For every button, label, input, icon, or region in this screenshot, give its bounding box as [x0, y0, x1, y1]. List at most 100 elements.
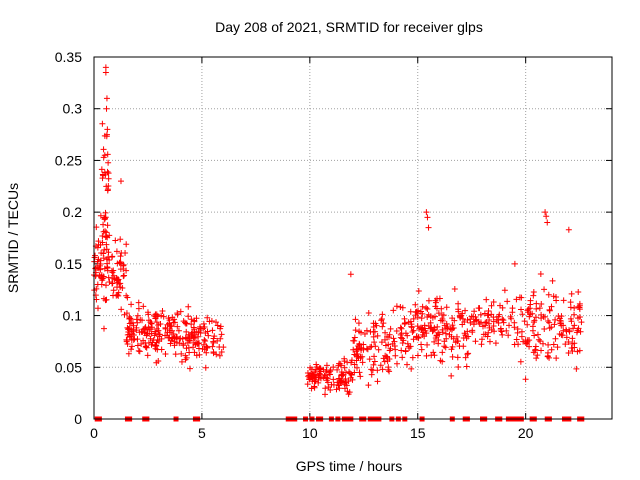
data-point [104, 187, 111, 194]
data-point [370, 333, 377, 340]
data-point [114, 260, 121, 267]
data-point [361, 330, 368, 337]
data-point [535, 336, 542, 343]
data-point [418, 341, 425, 348]
data-point [568, 290, 575, 297]
y-tick-label: 0.05 [55, 359, 82, 375]
data-point [190, 334, 197, 341]
data-point [327, 366, 334, 373]
data-point [567, 304, 574, 311]
data-point [537, 338, 544, 345]
data-point [469, 329, 476, 336]
y-tick-label: 0.15 [55, 256, 82, 272]
data-point [401, 320, 408, 327]
data-point [370, 361, 377, 368]
data-point [178, 350, 185, 357]
data-point [538, 315, 545, 322]
data-point [574, 315, 581, 322]
data-point [407, 308, 414, 315]
data-point [337, 379, 344, 386]
data-point [98, 166, 105, 173]
data-point [128, 337, 135, 344]
data-point [549, 277, 556, 284]
data-point [162, 351, 169, 358]
data-point [399, 354, 406, 361]
data-point [125, 350, 132, 357]
data-point [101, 169, 108, 176]
data-point [578, 319, 585, 326]
data-point [538, 347, 545, 354]
data-point [563, 326, 570, 333]
data-point [201, 323, 208, 330]
data-point [354, 364, 361, 371]
x-tick-label: 10 [302, 425, 318, 441]
data-point [368, 343, 375, 350]
data-point [441, 343, 448, 350]
data-point [202, 330, 209, 337]
data-point [492, 340, 499, 347]
data-point [488, 326, 495, 333]
data-point [371, 358, 378, 365]
axis-ticks: 0 5 10 15 20 0 0.05 0.1 0.15 0.2 0.25 0.3 0.35 [55, 49, 612, 441]
data-point [364, 346, 371, 353]
data-point [105, 175, 112, 182]
data-point [183, 354, 190, 361]
data-point [415, 287, 422, 294]
data-point [312, 378, 319, 385]
data-point [136, 329, 143, 336]
data-point [519, 311, 526, 318]
data-point [195, 345, 202, 352]
data-point [507, 313, 514, 320]
data-point [404, 361, 411, 368]
data-point [551, 321, 558, 328]
data-point [478, 336, 485, 343]
data-point [103, 95, 110, 102]
data-point [323, 362, 330, 369]
data-point [504, 298, 511, 305]
data-point [379, 366, 386, 373]
y-tick-label: 0.2 [63, 204, 83, 220]
data-point [142, 343, 149, 350]
data-point [195, 329, 202, 336]
data-point [202, 337, 209, 344]
data-point [442, 344, 449, 351]
data-point [342, 369, 349, 376]
data-point [448, 372, 455, 379]
data-point [124, 341, 131, 348]
data-point [103, 241, 110, 248]
data-point [575, 289, 582, 296]
data-point [104, 126, 111, 133]
grid [94, 57, 612, 419]
data-point [425, 297, 432, 304]
data-point [366, 356, 373, 363]
data-point [371, 353, 378, 360]
data-point [410, 336, 417, 343]
data-point [151, 332, 158, 339]
y-tick-label: 0.3 [63, 101, 83, 117]
data-point [130, 328, 137, 335]
data-point [181, 319, 188, 326]
data-point [109, 280, 116, 287]
data-point [214, 322, 221, 329]
data-point [315, 376, 322, 383]
data-point [114, 279, 121, 286]
data-point [338, 362, 345, 369]
data-point [328, 381, 335, 388]
data-point [149, 339, 156, 346]
data-point [216, 352, 223, 359]
data-point [571, 311, 578, 318]
data-point [188, 321, 195, 328]
data-point [397, 304, 404, 311]
data-point [570, 325, 577, 332]
data-point [544, 318, 551, 325]
data-point [99, 232, 106, 239]
data-point [432, 334, 439, 341]
data-point [322, 385, 329, 392]
data-point [482, 319, 489, 326]
data-point [378, 339, 385, 346]
data-point [323, 377, 330, 384]
data-point [552, 316, 559, 323]
data-point [341, 385, 348, 392]
data-point [384, 357, 391, 364]
data-point [100, 172, 107, 179]
